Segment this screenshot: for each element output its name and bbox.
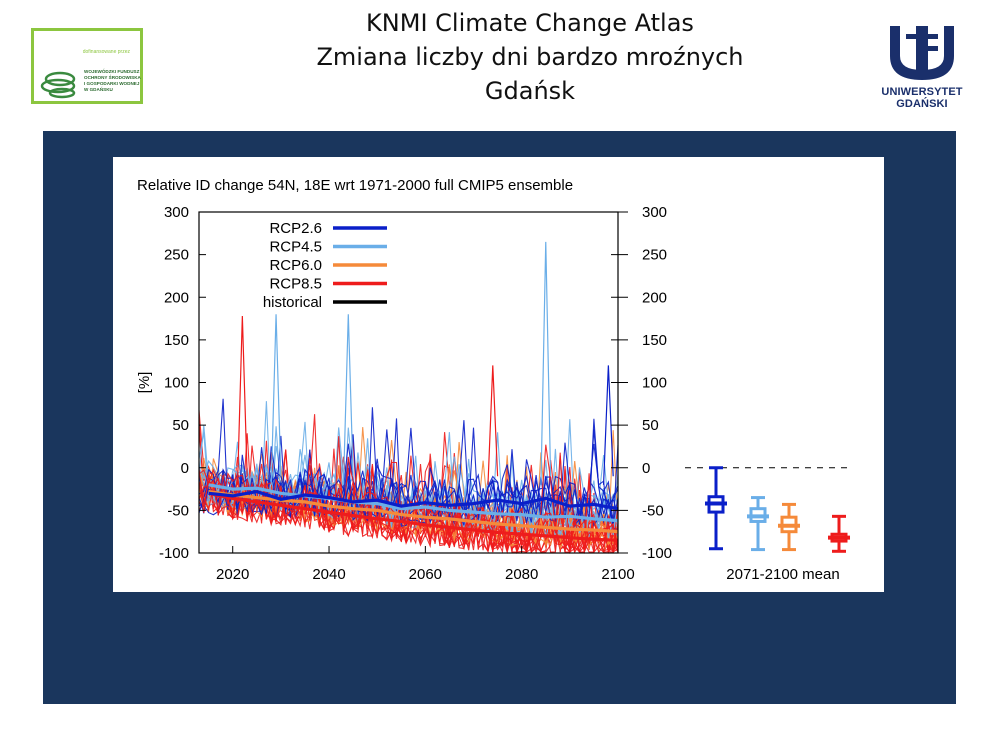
legend-label: RCP4.5 [269, 239, 322, 256]
climate-chart: Relative ID change 54N, 18E wrt 1971-200… [136, 177, 853, 583]
university-name: UNIWERSYTET GDAŃSKI [881, 86, 963, 110]
y-tick-label-left: 200 [164, 289, 189, 306]
y-tick-label-right: 50 [642, 417, 659, 434]
chart-container: Relative ID change 54N, 18E wrt 1971-200… [113, 157, 884, 592]
y-tick-label-right: 0 [642, 460, 650, 477]
title-line-1: KNMI Climate Change Atlas [366, 9, 694, 37]
peak-spike [236, 315, 248, 485]
y-tick-label-left: -50 [167, 502, 189, 519]
legend-label: RCP6.0 [269, 257, 322, 274]
leaf-icon [40, 71, 76, 99]
wfosigw-logo: dofinansowane przez WOJEWÓDZKI FUNDUSZ O… [31, 28, 143, 104]
peak-spike [487, 365, 499, 485]
y-tick-label-right: -100 [642, 545, 672, 562]
mean-line-rcp45 [208, 483, 619, 523]
slide-title: KNMI Climate Change Atlas Zmiana liczby … [220, 6, 840, 108]
summary-rcp85 [828, 514, 850, 553]
fund-name: WOJEWÓDZKI FUNDUSZ OCHRONY ŚRODOWISKA I … [84, 69, 144, 93]
y-tick-label-left: 300 [164, 204, 189, 221]
title-line-3: Gdańsk [484, 77, 576, 105]
fund-line-3: I GOSPODARKI WODNEJ [84, 81, 140, 86]
ensemble-line [198, 398, 619, 525]
peak-spike [602, 365, 614, 485]
legend-label: historical [263, 294, 322, 311]
period-summary-label: 2071-2100 mean [726, 566, 839, 583]
x-tick-label: 2100 [601, 566, 634, 583]
legend-label: RCP2.6 [269, 220, 322, 237]
y-tick-label-left: -100 [159, 545, 189, 562]
summary-rcp45 [747, 496, 769, 552]
funded-by-label: dofinansowane przez [82, 49, 130, 55]
chart-title: Relative ID change 54N, 18E wrt 1971-200… [137, 177, 573, 194]
y-tick-label-right: 150 [642, 332, 667, 349]
y-tick-label-right: 250 [642, 247, 667, 264]
y-tick-label-right: 200 [642, 289, 667, 306]
y-axis-label: [%] [136, 372, 153, 394]
y-tick-label-left: 50 [172, 417, 189, 434]
fund-line-4: W GDAŃSKU [84, 87, 113, 92]
x-tick-label: 2020 [216, 566, 249, 583]
university-emblem-icon [890, 26, 954, 80]
mean-line-rcp85 [208, 491, 619, 542]
x-tick-label: 2040 [312, 566, 345, 583]
summary-rcp60 [778, 502, 800, 552]
ensemble-line [198, 407, 619, 527]
summary-rcp26 [705, 466, 727, 551]
peak-spike [270, 314, 282, 485]
fund-line-1: WOJEWÓDZKI FUNDUSZ [84, 69, 140, 74]
y-tick-label-right: 300 [642, 204, 667, 221]
fund-line-2: OCHRONY ŚRODOWISKA [84, 75, 141, 80]
peak-spike [342, 314, 354, 485]
peak-spike [540, 241, 552, 485]
y-tick-label-left: 100 [164, 375, 189, 392]
legend-label: RCP8.5 [269, 276, 322, 293]
mean-line-rcp26 [208, 489, 619, 511]
university-logo: UNIWERSYTET GDAŃSKI [868, 20, 976, 110]
y-tick-label-left: 0 [181, 460, 189, 477]
title-line-2: Zmiana liczby dni bardzo mroźnych [316, 43, 744, 71]
y-tick-label-right: -50 [642, 502, 664, 519]
y-tick-label-left: 150 [164, 332, 189, 349]
x-tick-label: 2060 [409, 566, 442, 583]
y-tick-label-left: 250 [164, 247, 189, 264]
y-tick-label-right: 100 [642, 375, 667, 392]
x-tick-label: 2080 [505, 566, 538, 583]
